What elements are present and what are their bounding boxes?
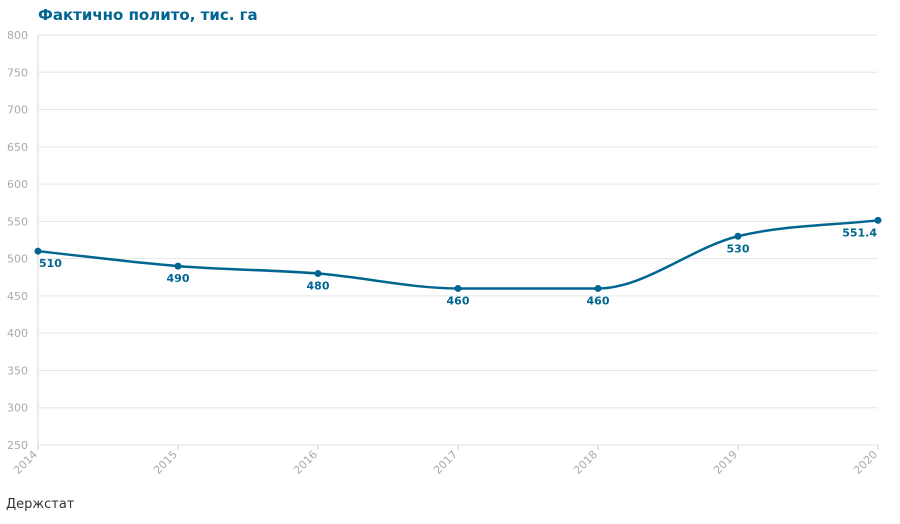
- data-point-2018: [594, 284, 602, 292]
- series: [34, 216, 882, 292]
- series-line: [36, 219, 880, 290]
- y-tick-label-450: 450: [7, 290, 28, 303]
- data-point-2014: [34, 247, 42, 255]
- axes: [37, 35, 879, 450]
- y-tick-label-800: 800: [7, 29, 28, 42]
- data-point-2019: [734, 232, 742, 240]
- x-tick-label-2017: 2017: [431, 448, 460, 477]
- data-labels: 510 490 480 460 460 530 551.4: [39, 226, 877, 307]
- x-tick-label-2018: 2018: [571, 448, 600, 477]
- grid-lines: [38, 34, 878, 446]
- x-tick-label-2020: 2020: [851, 448, 880, 477]
- x-tick-label-2019: 2019: [711, 448, 740, 477]
- x-tick-label-2015: 2015: [151, 448, 180, 477]
- data-label-2016: 480: [307, 280, 330, 293]
- data-point-2015: [174, 262, 182, 270]
- data-label-2014: 510: [39, 257, 62, 270]
- x-tick-label-2014: 2014: [11, 448, 40, 477]
- data-label-2017: 460: [447, 294, 470, 307]
- data-point-2017: [454, 284, 462, 292]
- y-tick-label-750: 750: [7, 66, 28, 79]
- data-point-2016: [314, 270, 322, 278]
- data-point-2020: [874, 216, 882, 224]
- y-axis-ticks: 250 300 350 400 450 500 550 600 650 700 750 800: [7, 29, 28, 452]
- data-label-2019: 530: [727, 242, 750, 255]
- y-tick-label-550: 550: [7, 215, 28, 228]
- data-label-2015: 490: [167, 272, 190, 285]
- y-tick-label-700: 700: [7, 104, 28, 117]
- y-tick-label-350: 350: [7, 364, 28, 377]
- y-tick-label-400: 400: [7, 327, 28, 340]
- source-note: Держстат: [6, 497, 75, 512]
- x-tick-label-2016: 2016: [291, 448, 320, 477]
- data-label-2020: 551.4: [842, 226, 877, 239]
- y-tick-label-500: 500: [7, 253, 28, 266]
- x-axis-ticks: 2014 2015 2016 2017 2018 2019 2020: [11, 448, 880, 477]
- y-tick-label-300: 300: [7, 402, 28, 415]
- data-label-2018: 460: [587, 294, 610, 307]
- y-tick-label-650: 650: [7, 141, 28, 154]
- chart-title: Фактично полито, тис. га: [38, 6, 258, 24]
- y-tick-label-250: 250: [7, 439, 28, 452]
- y-tick-label-600: 600: [7, 178, 28, 191]
